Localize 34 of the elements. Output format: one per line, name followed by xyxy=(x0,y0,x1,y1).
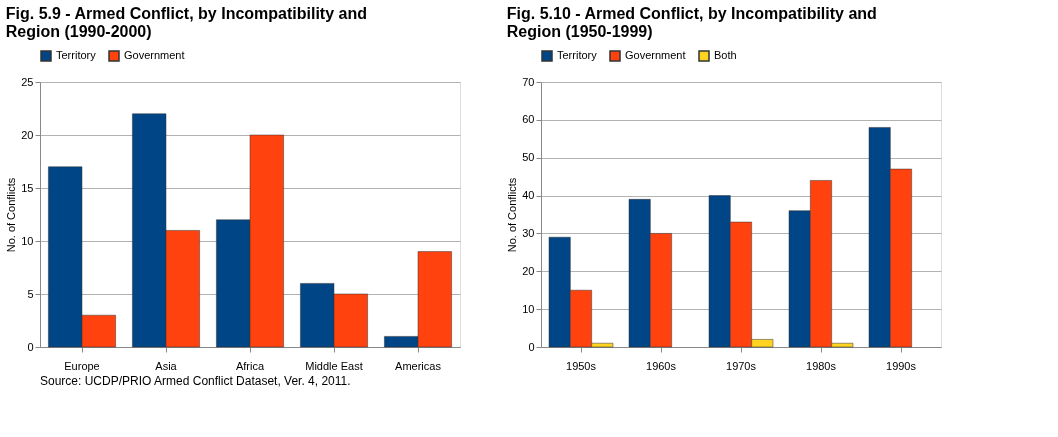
x-tick-label: 1980s xyxy=(806,359,837,372)
x-tick-label: Americas xyxy=(395,359,442,372)
legend-label: Territory xyxy=(557,49,598,61)
y-tick-label: 25 xyxy=(21,75,34,88)
x-tick-label: 1990s xyxy=(886,359,917,372)
y-tick-label: 30 xyxy=(522,226,535,239)
legend-label: Government xyxy=(625,49,686,61)
y-tick-label: 15 xyxy=(21,181,34,194)
legend-label: Territory xyxy=(56,49,97,61)
y-axis-title: No. of Conflicts xyxy=(5,177,18,253)
y-tick-label: 0 xyxy=(27,340,34,353)
x-tick-label: 1970s xyxy=(726,359,757,372)
x-tick-label: Africa xyxy=(235,359,265,372)
chart-title: Fig. 5.9 - Armed Conflict, by Incompatibility and Region (1990-2000) xyxy=(5,5,367,40)
y-tick-label: 10 xyxy=(21,234,34,247)
x-tick-label: Asia xyxy=(155,359,178,372)
chart-title: Fig. 5.10 - Armed Conflict, by Incompatibility and Region (1950-1999) xyxy=(506,5,877,40)
y-tick-label: 10 xyxy=(522,302,535,315)
x-tick-label: Middle East xyxy=(305,359,363,372)
y-tick-label: 60 xyxy=(522,113,535,126)
y-tick-label: 0 xyxy=(528,340,535,353)
y-tick-label: 50 xyxy=(522,151,535,164)
legend-label: Both xyxy=(714,49,737,61)
y-axis-title: No. of Conflicts xyxy=(506,177,519,253)
y-tick-label: 5 xyxy=(27,287,34,300)
legend-label: Government xyxy=(124,49,185,61)
y-tick-label: 20 xyxy=(522,264,535,277)
y-tick-label: 20 xyxy=(21,128,34,141)
x-tick-label: Europe xyxy=(64,359,100,372)
x-tick-label: 1960s xyxy=(646,359,677,372)
source-note: Source: UCDP/PRIO Armed Conflict Dataset, Ver. 4, 2011. xyxy=(40,374,351,388)
x-tick-label: 1950s xyxy=(566,359,597,372)
y-tick-label: 70 xyxy=(522,75,535,88)
y-tick-label: 40 xyxy=(522,189,535,202)
